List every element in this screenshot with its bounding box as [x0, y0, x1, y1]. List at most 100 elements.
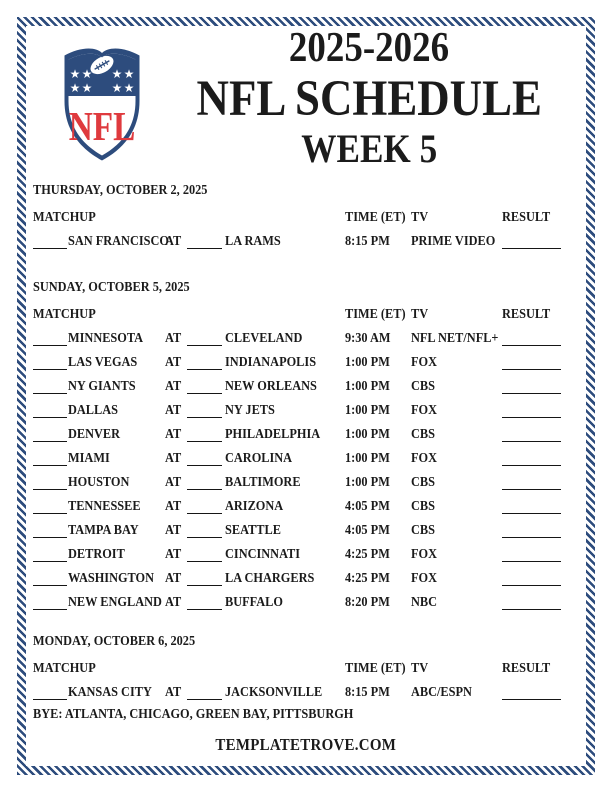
svg-text:★: ★	[82, 67, 93, 81]
home-team: LA CHARGERS	[225, 571, 315, 586]
game-row: HOUSTON AT BALTIMORE 1:00 PM CBS	[33, 467, 588, 491]
game-tv: FOX	[411, 451, 438, 466]
game-time: 4:05 PM	[345, 499, 390, 514]
at-label: AT	[165, 475, 182, 490]
away-team: SAN FRANCISCO	[68, 234, 169, 249]
home-team: NEW ORLEANS	[225, 379, 317, 394]
svg-text:★: ★	[82, 81, 93, 95]
game-row: KANSAS CITY AT JACKSONVILLE 8:15 PM ABC/…	[33, 677, 588, 701]
result-blank-line	[502, 329, 561, 346]
game-tv: FOX	[411, 403, 438, 418]
nfl-shield-icon: ★ ★ ★ ★ ★ ★ ★ ★ NFL	[64, 48, 140, 161]
logo-nfl-text: NFL	[69, 104, 136, 150]
home-blank-line	[187, 593, 222, 610]
game-tv: CBS	[411, 379, 435, 394]
away-blank-line	[33, 377, 67, 394]
home-blank-line	[187, 425, 222, 442]
game-row: DALLAS AT NY JETS 1:00 PM FOX	[33, 395, 588, 419]
home-team: CINCINNATI	[225, 547, 301, 562]
time-header: TIME (ET)	[345, 661, 406, 676]
game-time: 1:00 PM	[345, 403, 390, 418]
matchup-header: MATCHUP	[33, 210, 96, 225]
at-label: AT	[165, 234, 182, 249]
at-label: AT	[165, 451, 182, 466]
game-row: NY GIANTS AT NEW ORLEANS 1:00 PM CBS	[33, 371, 588, 395]
away-blank-line	[33, 545, 67, 562]
home-blank-line	[187, 497, 222, 514]
at-label: AT	[165, 499, 182, 514]
result-blank-line	[502, 521, 561, 538]
home-team: CLEVELAND	[225, 331, 303, 346]
away-blank-line	[33, 569, 67, 586]
game-row: MIAMI AT CAROLINA 1:00 PM FOX	[33, 443, 588, 467]
shield-stars: ★ ★ ★ ★ ★ ★ ★ ★	[70, 67, 135, 95]
home-blank-line	[187, 377, 222, 394]
result-blank-line	[502, 569, 561, 586]
svg-text:★: ★	[112, 81, 123, 95]
away-team: NEW ENGLAND	[68, 595, 162, 610]
away-team: MINNESOTA	[68, 331, 144, 346]
result-header: RESULT	[502, 210, 551, 225]
result-blank-line	[502, 545, 561, 562]
home-blank-line	[187, 353, 222, 370]
game-time: 8:20 PM	[345, 595, 390, 610]
away-team: TAMPA BAY	[68, 523, 139, 538]
away-blank-line	[33, 232, 67, 249]
tv-header: TV	[411, 661, 429, 676]
home-team: BALTIMORE	[225, 475, 301, 490]
result-blank-line	[502, 497, 561, 514]
result-header: RESULT	[502, 661, 551, 676]
game-tv: PRIME VIDEO	[411, 234, 496, 249]
away-team: MIAMI	[68, 451, 110, 466]
game-row: DENVER AT PHILADELPHIA 1:00 PM CBS	[33, 419, 588, 443]
page-title: NFL SCHEDULE	[196, 71, 542, 127]
away-blank-line	[33, 683, 67, 700]
game-row: LAS VEGAS AT INDIANAPOLIS 1:00 PM FOX	[33, 347, 588, 371]
game-row: NEW ENGLAND AT BUFFALO 8:20 PM NBC	[33, 587, 588, 611]
away-blank-line	[33, 473, 67, 490]
game-tv: NFL NET/NFL+	[411, 331, 499, 346]
away-team: KANSAS CITY	[68, 685, 152, 700]
result-blank-line	[502, 232, 561, 249]
section-date: SUNDAY, OCTOBER 5, 2025	[33, 280, 190, 295]
title-block: 2025-2026 NFL SCHEDULE WEEK 5	[150, 24, 588, 172]
at-label: AT	[165, 403, 182, 418]
away-team: DENVER	[68, 427, 121, 442]
home-team: SEATTLE	[225, 523, 281, 538]
game-row: TENNESSEE AT ARIZONA 4:05 PM CBS	[33, 491, 588, 515]
game-row: SAN FRANCISCO AT LA RAMS 8:15 PM PRIME V…	[33, 226, 588, 250]
result-header: RESULT	[502, 307, 551, 322]
result-blank-line	[502, 401, 561, 418]
game-row: WASHINGTON AT LA CHARGERS 4:25 PM FOX	[33, 563, 588, 587]
away-team: DETROIT	[68, 547, 125, 562]
footer-site-text: TEMPLATETROVE.COM	[215, 735, 397, 754]
result-blank-line	[502, 449, 561, 466]
away-team: WASHINGTON	[68, 571, 155, 586]
home-team: ARIZONA	[225, 499, 284, 514]
column-header-row: MATCHUP TIME (ET) TV RESULT	[33, 653, 588, 677]
away-team: DALLAS	[68, 403, 118, 418]
home-team: NY JETS	[225, 403, 275, 418]
home-blank-line	[187, 683, 222, 700]
game-tv: ABC/ESPN	[411, 685, 472, 700]
game-tv: CBS	[411, 523, 435, 538]
section-sunday: SUNDAY, OCTOBER 5, 2025 MATCHUP TIME (ET…	[33, 277, 588, 611]
tv-header: TV	[411, 307, 429, 322]
week-title: WEEK 5	[301, 126, 437, 171]
time-header: TIME (ET)	[345, 210, 406, 225]
away-blank-line	[33, 449, 67, 466]
footer: TEMPLATETROVE.COM	[0, 735, 612, 755]
at-label: AT	[165, 331, 182, 346]
matchup-header: MATCHUP	[33, 307, 96, 322]
tv-header: TV	[411, 210, 429, 225]
game-time: 1:00 PM	[345, 355, 390, 370]
game-time: 4:25 PM	[345, 547, 390, 562]
game-tv: CBS	[411, 499, 435, 514]
home-blank-line	[187, 329, 222, 346]
home-blank-line	[187, 449, 222, 466]
home-team: BUFFALO	[225, 595, 283, 610]
game-time: 1:00 PM	[345, 475, 390, 490]
section-thursday: THURSDAY, OCTOBER 2, 2025 MATCHUP TIME (…	[33, 180, 588, 250]
at-label: AT	[165, 547, 182, 562]
svg-text:★: ★	[112, 67, 123, 81]
